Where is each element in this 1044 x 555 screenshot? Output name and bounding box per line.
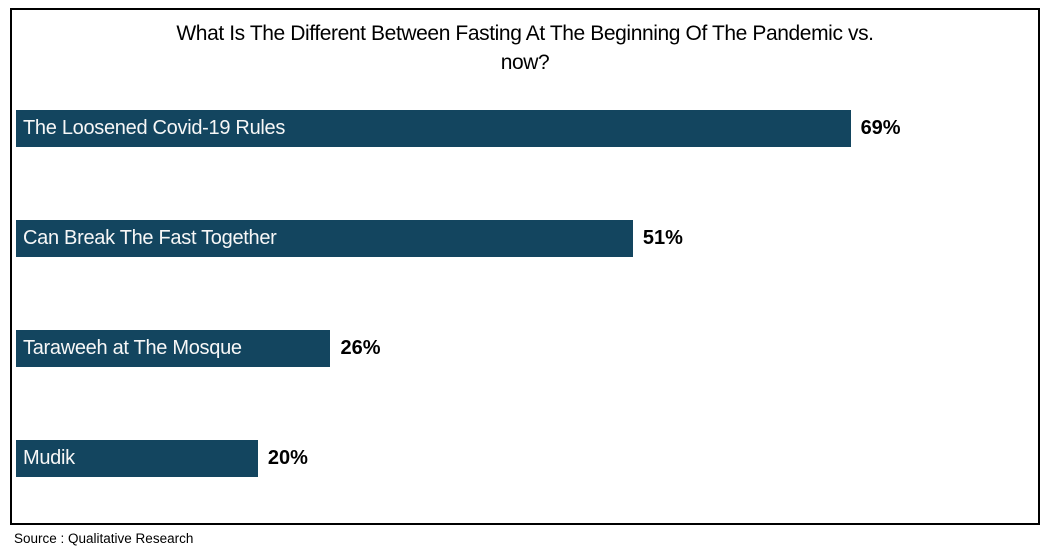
source-note: Source : Qualitative Research: [14, 531, 194, 546]
bar: The Loosened Covid-19 Rules: [16, 110, 851, 147]
bar-row: The Loosened Covid-19 Rules 69%: [16, 110, 1032, 147]
bar-label: Mudik: [23, 447, 75, 469]
bar-label: The Loosened Covid-19 Rules: [23, 117, 286, 139]
bar: Mudik: [16, 440, 258, 477]
bar-value: 69%: [860, 117, 901, 139]
chart-title-line-2: now?: [500, 51, 550, 74]
bar-label: Can Break The Fast Together: [23, 227, 277, 249]
bar-row: Mudik 20%: [16, 440, 1032, 477]
bar-value: 20%: [267, 447, 308, 469]
chart-frame: What Is The Different Between Fasting At…: [10, 8, 1040, 525]
bar: Taraweeh at The Mosque: [16, 330, 331, 367]
bar-value: 51%: [642, 227, 683, 249]
bar: Can Break The Fast Together: [16, 220, 633, 257]
bar-row: Taraweeh at The Mosque 26%: [16, 330, 1032, 367]
chart-title: What Is The Different Between Fasting At…: [12, 19, 1038, 77]
bar-label: Taraweeh at The Mosque: [23, 337, 242, 359]
bar-value: 26%: [340, 337, 381, 359]
bar-row: Can Break The Fast Together 51%: [16, 220, 1032, 257]
chart-title-line-1: What Is The Different Between Fasting At…: [176, 22, 874, 45]
